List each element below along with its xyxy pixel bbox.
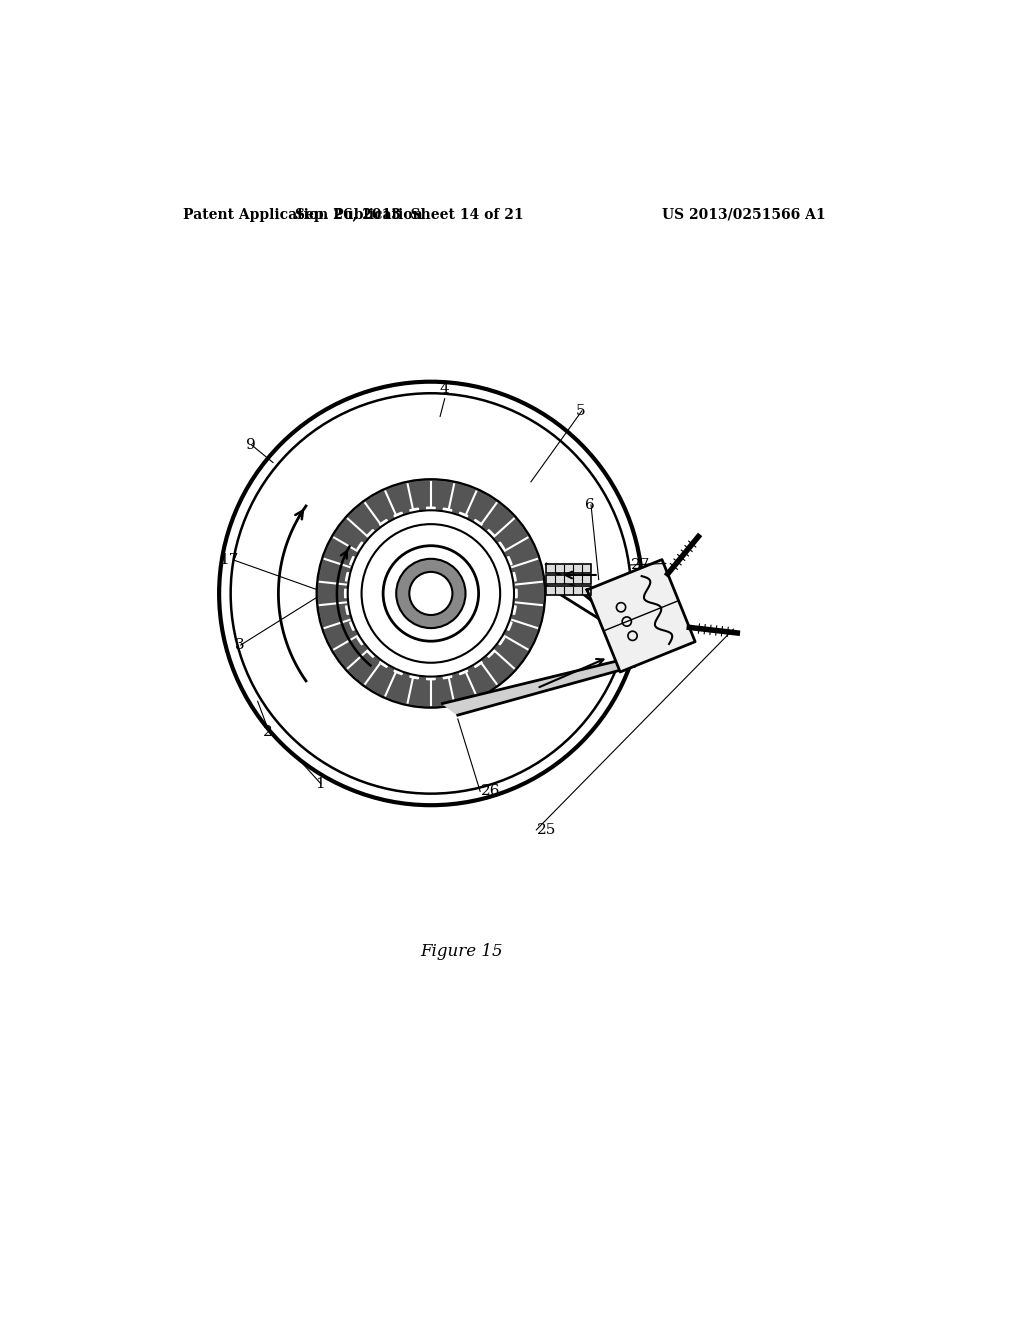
Polygon shape: [427, 594, 435, 680]
Polygon shape: [380, 594, 431, 668]
Text: Figure 15: Figure 15: [420, 942, 503, 960]
Bar: [547, 586, 591, 595]
Polygon shape: [357, 543, 431, 594]
Polygon shape: [349, 594, 431, 631]
Polygon shape: [442, 661, 635, 715]
Text: 5: 5: [575, 404, 586, 418]
Polygon shape: [367, 529, 431, 594]
Bar: [547, 564, 591, 573]
Polygon shape: [431, 594, 512, 631]
Polygon shape: [357, 594, 431, 645]
Polygon shape: [431, 520, 482, 594]
Circle shape: [410, 572, 453, 615]
Text: 1: 1: [314, 776, 325, 791]
Polygon shape: [410, 594, 431, 678]
Polygon shape: [431, 543, 505, 594]
Polygon shape: [431, 573, 516, 594]
Text: 6: 6: [585, 498, 595, 512]
Text: Sep. 26, 2013  Sheet 14 of 21: Sep. 26, 2013 Sheet 14 of 21: [295, 207, 523, 222]
Polygon shape: [380, 520, 431, 594]
Text: 3: 3: [234, 638, 245, 652]
Text: 27: 27: [631, 558, 650, 572]
Polygon shape: [431, 512, 468, 594]
Text: 25: 25: [538, 822, 556, 837]
Polygon shape: [431, 594, 468, 675]
Bar: [547, 576, 591, 585]
Polygon shape: [345, 589, 431, 598]
Text: 9: 9: [246, 438, 255, 451]
Polygon shape: [431, 594, 482, 668]
Polygon shape: [431, 557, 512, 594]
Polygon shape: [431, 594, 495, 657]
Polygon shape: [394, 594, 431, 675]
Polygon shape: [431, 508, 452, 594]
Text: 26: 26: [481, 784, 501, 799]
Polygon shape: [394, 512, 431, 594]
Polygon shape: [431, 589, 517, 598]
Polygon shape: [410, 508, 431, 594]
Circle shape: [396, 558, 466, 628]
Text: Patent Application Publication: Patent Application Publication: [183, 207, 423, 222]
Polygon shape: [427, 507, 435, 594]
Text: 2: 2: [263, 725, 273, 739]
Polygon shape: [345, 594, 431, 614]
Text: US 2013/0251566 A1: US 2013/0251566 A1: [662, 207, 825, 222]
Polygon shape: [367, 594, 431, 657]
Polygon shape: [345, 573, 431, 594]
Polygon shape: [431, 594, 452, 678]
Text: 17: 17: [219, 553, 239, 568]
Circle shape: [383, 545, 478, 642]
Polygon shape: [431, 594, 516, 614]
Polygon shape: [431, 594, 505, 645]
Text: 4: 4: [440, 381, 450, 396]
Polygon shape: [587, 560, 695, 672]
Polygon shape: [431, 529, 495, 594]
Polygon shape: [349, 557, 431, 594]
